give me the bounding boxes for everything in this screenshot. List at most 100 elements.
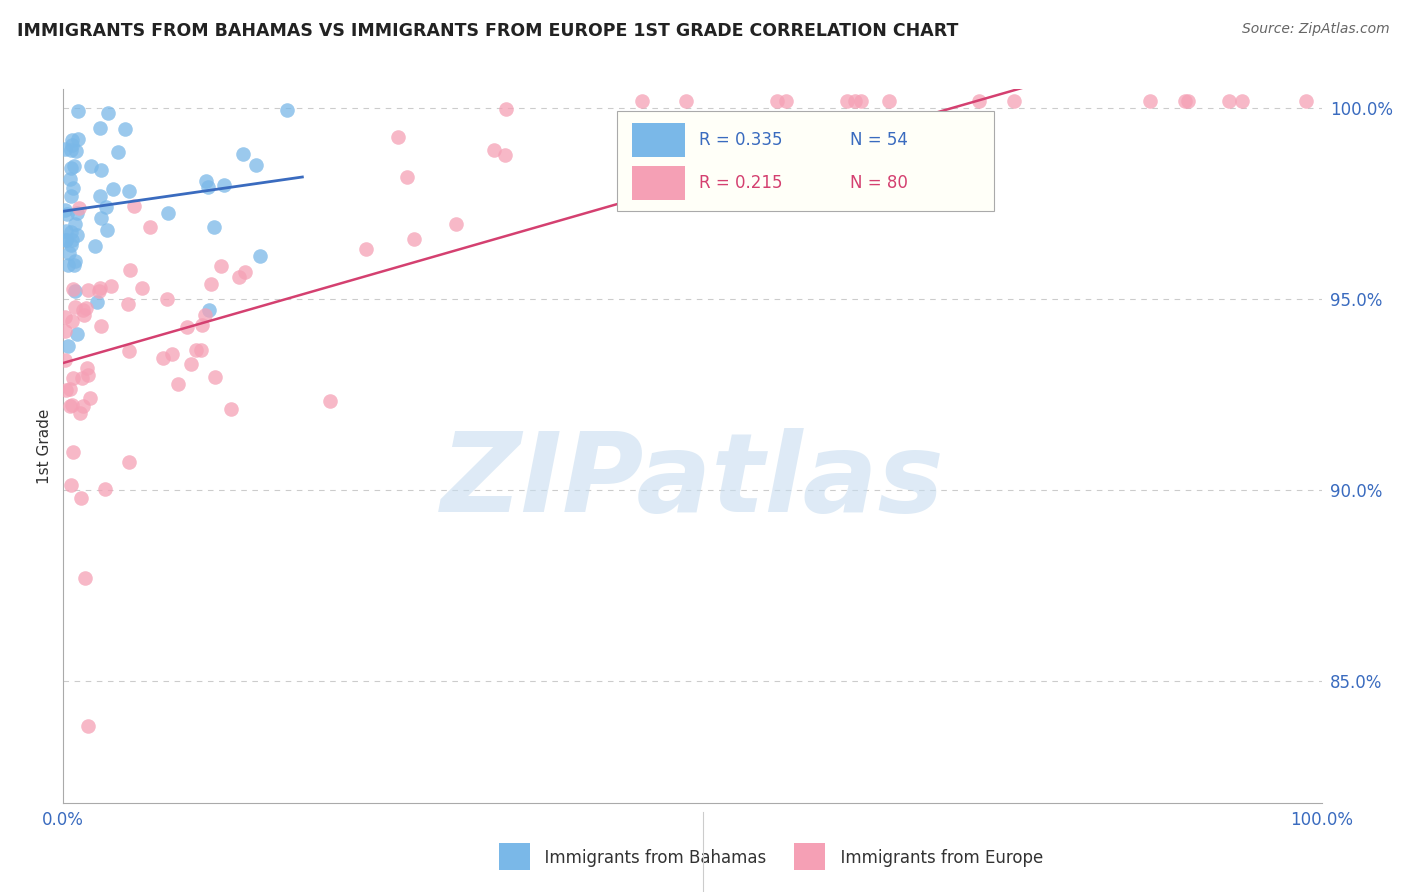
Point	[675, 94, 697, 108]
Point	[117, 297, 139, 311]
Point	[139, 220, 162, 235]
Point	[63, 217, 86, 231]
Point	[276, 103, 298, 117]
Point	[55, 142, 77, 156]
Point	[849, 94, 872, 108]
Point	[97, 106, 120, 120]
Point	[209, 259, 232, 273]
Point	[53, 352, 76, 367]
Point	[90, 162, 112, 177]
Point	[66, 227, 89, 242]
Point	[194, 308, 217, 322]
Point	[60, 137, 83, 152]
Text: R = 0.335: R = 0.335	[699, 131, 782, 149]
Point	[1232, 94, 1254, 108]
Point	[62, 159, 84, 173]
Point	[93, 482, 115, 496]
Point	[232, 147, 254, 161]
Point	[76, 368, 98, 383]
Point	[837, 94, 859, 108]
Point	[319, 393, 342, 408]
Point	[387, 130, 409, 145]
Point	[87, 284, 110, 298]
Point	[84, 239, 107, 253]
Point	[117, 344, 139, 359]
Point	[877, 94, 900, 108]
Text: Immigrants from Bahamas: Immigrants from Bahamas	[534, 849, 766, 867]
Point	[1218, 94, 1240, 108]
Text: ZIPatlas: ZIPatlas	[440, 428, 945, 535]
Point	[69, 406, 91, 420]
Point	[191, 318, 214, 332]
Point	[76, 283, 98, 297]
Point	[66, 205, 89, 219]
Point	[55, 233, 77, 247]
Point	[228, 269, 250, 284]
Point	[118, 184, 141, 198]
Point	[58, 258, 80, 272]
Point	[631, 94, 654, 108]
Point	[444, 218, 467, 232]
Point	[65, 284, 87, 298]
Text: Immigrants from Europe: Immigrants from Europe	[830, 849, 1043, 867]
Point	[197, 303, 219, 318]
Point	[180, 357, 202, 371]
Point	[114, 122, 136, 136]
Point	[107, 145, 129, 159]
Point	[72, 400, 94, 414]
Point	[73, 571, 96, 585]
Point	[90, 211, 112, 226]
Point	[59, 172, 82, 186]
Point	[1174, 94, 1197, 108]
Point	[395, 170, 418, 185]
Point	[118, 454, 141, 468]
Point	[86, 294, 108, 309]
Point	[1295, 94, 1317, 108]
Point	[59, 478, 82, 492]
Point	[66, 104, 89, 119]
Point	[775, 94, 797, 108]
Point	[76, 360, 98, 375]
Point	[204, 369, 226, 384]
Point	[65, 300, 87, 314]
FancyBboxPatch shape	[617, 111, 994, 211]
Point	[131, 281, 153, 295]
Point	[65, 144, 87, 158]
Point	[69, 491, 91, 505]
Point	[67, 132, 90, 146]
Point	[202, 220, 225, 235]
Point	[63, 259, 86, 273]
Point	[118, 263, 141, 277]
Point	[62, 370, 84, 384]
Text: IMMIGRANTS FROM BAHAMAS VS IMMIGRANTS FROM EUROPE 1ST GRADE CORRELATION CHART: IMMIGRANTS FROM BAHAMAS VS IMMIGRANTS FR…	[17, 22, 959, 40]
Point	[233, 265, 256, 279]
Point	[70, 371, 93, 385]
Point	[55, 233, 77, 247]
Point	[53, 324, 76, 338]
Text: N = 54: N = 54	[849, 131, 908, 149]
Point	[60, 238, 83, 252]
Point	[1139, 94, 1161, 108]
Point	[59, 399, 82, 413]
Point	[494, 148, 516, 162]
Text: N = 80: N = 80	[849, 174, 908, 192]
Point	[60, 143, 83, 157]
Point	[62, 282, 84, 296]
Point	[55, 383, 77, 397]
Point	[58, 245, 80, 260]
Point	[245, 158, 267, 172]
Point	[89, 189, 111, 203]
Point	[56, 207, 79, 221]
Point	[195, 174, 218, 188]
Point	[249, 249, 271, 263]
Point	[122, 199, 145, 213]
Text: Source: ZipAtlas.com: Source: ZipAtlas.com	[1241, 22, 1389, 37]
Point	[167, 376, 190, 391]
Point	[62, 181, 84, 195]
Point	[55, 224, 77, 238]
Point	[844, 94, 866, 108]
Point	[59, 382, 82, 396]
Point	[495, 102, 517, 116]
Point	[89, 121, 111, 136]
Point	[96, 223, 118, 237]
